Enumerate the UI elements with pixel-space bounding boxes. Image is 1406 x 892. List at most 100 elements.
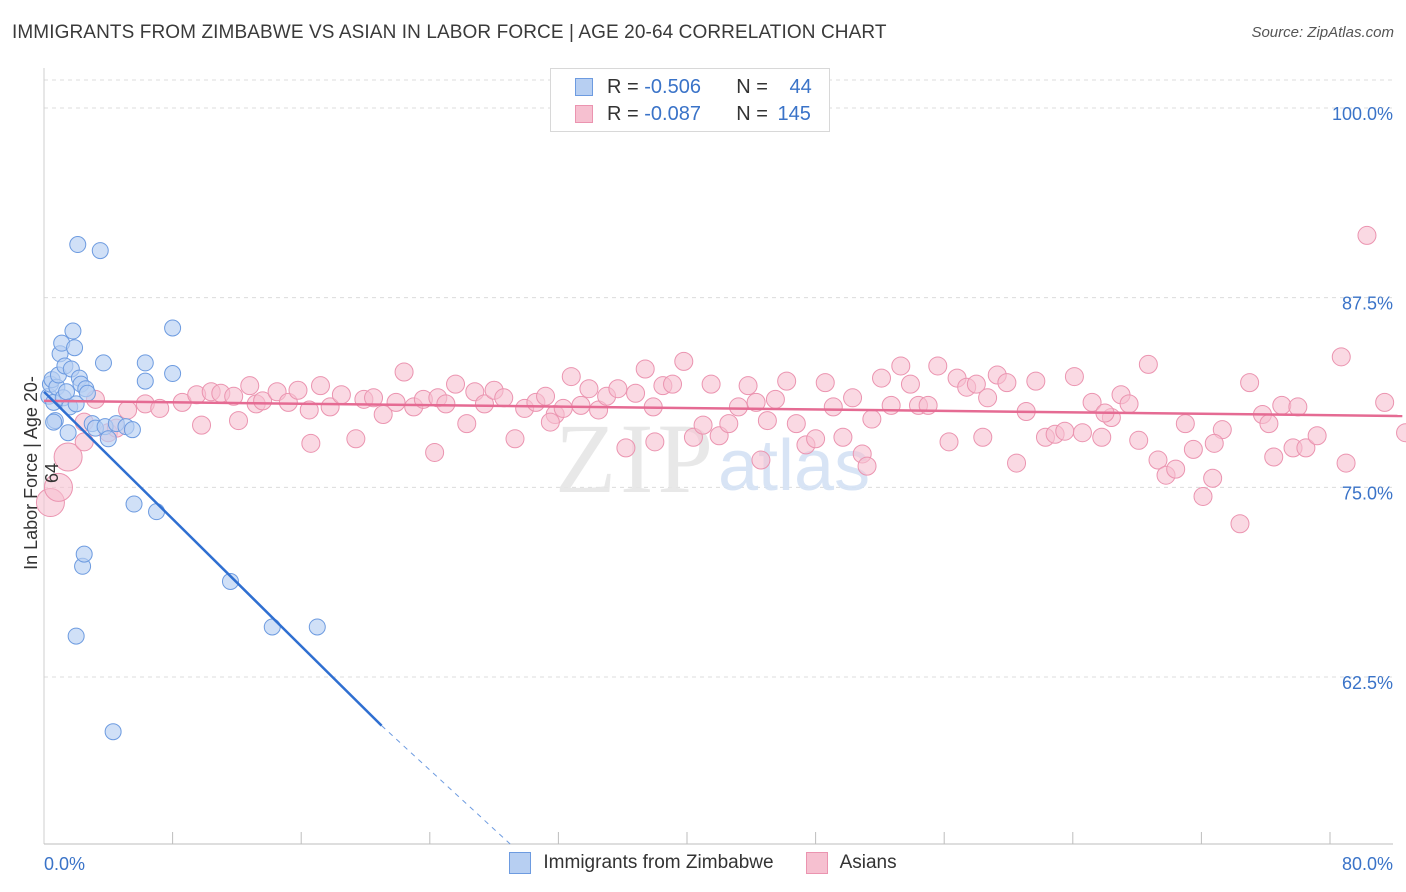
legend-swatch-blue <box>575 78 593 96</box>
data-point <box>78 384 96 402</box>
tick-labels: 62.5% 75.0% 87.5% 100.0% 0.0% 80.0% <box>44 104 1393 874</box>
data-point <box>1288 397 1308 417</box>
data-point <box>862 409 882 429</box>
data-point <box>973 427 993 447</box>
data-point <box>701 374 721 394</box>
legend-swatch-blue <box>509 852 532 874</box>
legend-row-asians: R = -0.087 N = 145 <box>575 102 811 126</box>
data-point <box>308 618 326 636</box>
data-point <box>53 442 83 472</box>
data-point <box>997 373 1017 393</box>
data-point <box>253 391 273 411</box>
data-point <box>136 372 154 390</box>
data-point <box>346 429 366 449</box>
data-point <box>99 430 117 448</box>
legend-r-label: R = <box>607 102 645 125</box>
data-point <box>457 414 477 434</box>
data-point <box>1259 414 1279 434</box>
legend-n-label: N = <box>736 102 774 125</box>
data-point <box>1175 414 1195 434</box>
data-point <box>299 400 319 420</box>
data-point <box>1166 459 1186 479</box>
data-point <box>118 400 138 420</box>
data-point <box>123 421 141 439</box>
data-point <box>1272 395 1292 415</box>
data-point <box>928 356 948 376</box>
legend-row-zimbabwe: R = -0.506 N = 44 <box>575 75 812 99</box>
data-point <box>94 354 112 372</box>
legend-n-value: 44 <box>789 75 812 98</box>
data-point <box>757 411 777 431</box>
data-point <box>69 236 87 254</box>
stats-legend: R = -0.506 N = 44 R = -0.087 N = 145 <box>550 68 830 132</box>
data-point <box>815 373 835 393</box>
data-point <box>505 429 525 449</box>
data-point <box>1307 426 1327 446</box>
data-point <box>436 394 456 414</box>
data-point <box>1375 392 1395 412</box>
legend-r-value: -0.506 <box>644 75 701 98</box>
data-point <box>1240 373 1260 393</box>
x-tick-label: 80.0% <box>1342 854 1393 874</box>
legend-r-label: R = <box>607 75 645 98</box>
data-point <box>1072 423 1092 443</box>
data-point <box>1148 450 1168 470</box>
data-point <box>74 432 94 452</box>
legend-item-zimbabwe[interactable]: Immigrants from Zimbabwe <box>509 852 774 874</box>
data-point <box>229 411 249 431</box>
legend-r-value: -0.087 <box>644 102 701 125</box>
data-point <box>857 456 877 476</box>
data-point <box>561 367 581 387</box>
data-point <box>833 427 853 447</box>
data-point <box>75 545 93 563</box>
data-point <box>221 572 239 590</box>
data-point <box>91 242 109 260</box>
asians-points <box>35 225 1406 534</box>
data-point <box>64 322 82 340</box>
data-point <box>608 379 628 399</box>
data-point <box>66 339 84 357</box>
data-point <box>192 415 212 435</box>
data-point <box>626 383 646 403</box>
axis-ticks <box>172 832 1331 844</box>
data-point <box>693 415 713 435</box>
data-point <box>494 388 514 408</box>
y-tick-label: 62.5% <box>1342 673 1393 693</box>
data-point <box>1336 453 1356 473</box>
data-point <box>59 424 77 442</box>
data-point <box>1055 421 1075 441</box>
data-point <box>45 413 63 431</box>
data-point <box>1264 447 1284 467</box>
data-point <box>738 376 758 396</box>
data-point <box>67 395 85 413</box>
data-point <box>881 395 901 415</box>
data-point <box>1204 433 1224 453</box>
zimbabwe-points <box>40 236 326 741</box>
data-point <box>104 723 122 741</box>
data-point <box>224 386 244 406</box>
data-point <box>966 374 986 394</box>
data-point <box>540 412 560 432</box>
data-point <box>674 351 694 371</box>
data-point <box>1129 430 1149 450</box>
data-point <box>150 398 170 418</box>
trend-line-extension <box>381 725 511 845</box>
data-point <box>1183 439 1203 459</box>
data-point <box>806 429 826 449</box>
y-tick-label: 100.0% <box>1332 104 1393 124</box>
data-point <box>43 472 73 502</box>
data-point <box>1193 486 1213 506</box>
data-point <box>777 371 797 391</box>
data-point <box>1203 468 1223 488</box>
data-point <box>728 397 748 417</box>
data-point <box>891 356 911 376</box>
data-point <box>394 362 414 382</box>
y-tick-label: 87.5% <box>1342 294 1393 314</box>
legend-swatch-pink <box>805 852 828 874</box>
data-point <box>939 432 959 452</box>
data-point <box>301 433 321 453</box>
data-point <box>446 374 466 394</box>
data-point <box>364 388 384 408</box>
legend-item-asians[interactable]: Asians <box>805 852 897 874</box>
